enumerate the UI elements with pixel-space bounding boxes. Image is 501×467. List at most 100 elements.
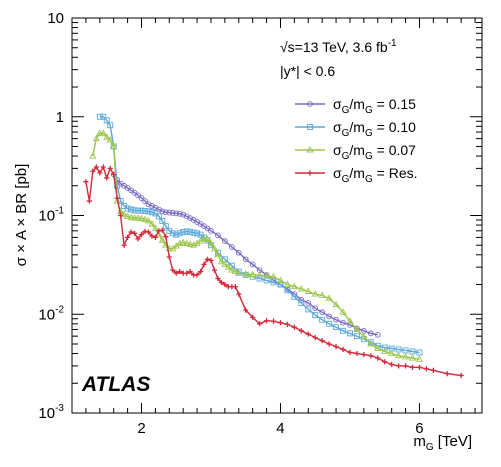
data-point bbox=[148, 209, 155, 216]
data-point bbox=[135, 236, 141, 242]
data-point bbox=[92, 134, 100, 142]
data-point bbox=[222, 238, 228, 244]
legend-marker bbox=[307, 170, 313, 176]
data-point bbox=[131, 230, 138, 236]
data-point bbox=[263, 318, 270, 324]
data-point bbox=[179, 238, 187, 246]
data-point bbox=[360, 332, 368, 340]
legend-marker bbox=[307, 101, 313, 107]
data-point bbox=[312, 335, 318, 341]
data-point bbox=[381, 344, 388, 351]
data-point bbox=[162, 223, 169, 230]
data-point bbox=[409, 348, 416, 355]
data-point bbox=[353, 333, 360, 340]
data-point bbox=[333, 316, 339, 323]
data-point bbox=[208, 227, 214, 234]
legend-label: σG/mG = Res. bbox=[333, 165, 418, 185]
data-point bbox=[96, 113, 103, 120]
data-point bbox=[243, 307, 249, 313]
info-energy-lumi: √s=13 TeV, 3.6 fb-1 bbox=[280, 38, 397, 55]
data-point bbox=[423, 366, 430, 372]
data-point bbox=[304, 287, 312, 294]
data-point bbox=[113, 197, 121, 204]
data-point bbox=[305, 331, 311, 337]
data-point bbox=[211, 267, 218, 273]
data-point bbox=[158, 236, 166, 243]
data-point bbox=[235, 269, 243, 276]
data-point bbox=[169, 230, 176, 237]
data-point bbox=[389, 361, 395, 368]
data-point bbox=[444, 371, 450, 377]
data-point bbox=[319, 316, 326, 323]
data-point bbox=[270, 318, 277, 324]
data-point bbox=[97, 170, 103, 176]
data-point bbox=[176, 230, 183, 237]
legend-marker bbox=[307, 124, 313, 130]
data-point bbox=[408, 354, 417, 361]
data-point bbox=[208, 257, 214, 264]
data-point bbox=[276, 276, 285, 283]
data-point bbox=[110, 142, 118, 149]
data-point bbox=[346, 317, 354, 324]
data-point bbox=[203, 235, 212, 243]
data-point bbox=[159, 227, 165, 233]
y-tick-label: 10-1 bbox=[38, 206, 64, 225]
data-point bbox=[124, 205, 131, 212]
data-point bbox=[430, 367, 436, 374]
data-point bbox=[184, 270, 190, 276]
data-point bbox=[353, 325, 361, 332]
x-tick-label: 2 bbox=[137, 420, 145, 437]
data-point bbox=[173, 210, 180, 217]
data-point bbox=[236, 291, 242, 297]
data-point bbox=[104, 175, 110, 181]
x-tick-label: 4 bbox=[276, 420, 284, 437]
data-point bbox=[332, 300, 340, 308]
legend-label: σG/mG = 0.10 bbox=[333, 119, 416, 139]
series-layer bbox=[83, 113, 464, 379]
data-point bbox=[93, 164, 99, 170]
data-point bbox=[100, 164, 106, 170]
data-point bbox=[249, 261, 256, 268]
y-tick-label: 10 bbox=[47, 10, 64, 27]
data-point bbox=[409, 364, 416, 370]
data-point bbox=[222, 281, 228, 288]
data-point bbox=[221, 260, 229, 267]
data-point bbox=[257, 321, 263, 327]
data-point bbox=[319, 338, 325, 344]
data-point bbox=[183, 239, 191, 246]
data-point bbox=[416, 364, 423, 370]
data-point bbox=[297, 285, 305, 292]
data-point bbox=[144, 217, 153, 224]
data-point bbox=[284, 287, 291, 294]
data-point bbox=[250, 314, 256, 320]
legend-item: σG/mG = 0.07 bbox=[295, 142, 416, 162]
data-point bbox=[325, 294, 333, 301]
data-point bbox=[166, 209, 173, 216]
data-point bbox=[207, 239, 215, 246]
data-point bbox=[173, 231, 180, 238]
atlas-label: ATLAS bbox=[81, 373, 150, 396]
data-point bbox=[401, 352, 410, 360]
plot-frame bbox=[71, 17, 483, 414]
data-point bbox=[283, 280, 291, 287]
data-point bbox=[270, 279, 277, 286]
data-point bbox=[305, 300, 312, 306]
data-point bbox=[318, 291, 326, 298]
data-point bbox=[242, 270, 250, 277]
data-point bbox=[319, 309, 326, 316]
legend-label: σG/mG = 0.07 bbox=[333, 142, 416, 162]
y-axis-title: σ × A × BR [pb] bbox=[13, 164, 30, 267]
data-point bbox=[103, 117, 110, 124]
data-point bbox=[159, 208, 166, 215]
data-point bbox=[217, 257, 225, 265]
data-point bbox=[256, 271, 264, 278]
data-point bbox=[138, 232, 145, 238]
series-3 bbox=[89, 129, 424, 362]
data-point bbox=[291, 324, 297, 330]
data-point bbox=[134, 214, 142, 221]
data-point bbox=[89, 152, 97, 159]
data-point bbox=[169, 210, 176, 216]
data-point bbox=[128, 229, 134, 235]
legend-marker bbox=[306, 146, 314, 153]
legend-item: σG/mG = 0.15 bbox=[295, 96, 416, 116]
